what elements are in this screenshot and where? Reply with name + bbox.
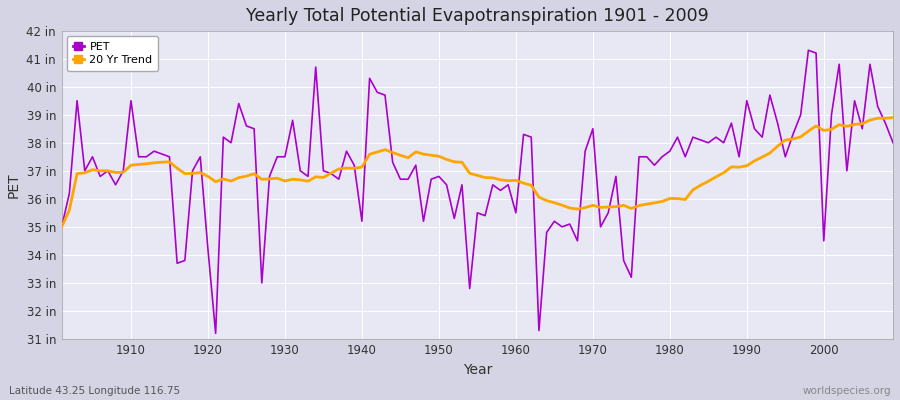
Title: Yearly Total Potential Evapotranspiration 1901 - 2009: Yearly Total Potential Evapotranspiratio… — [246, 7, 708, 25]
Text: worldspecies.org: worldspecies.org — [803, 386, 891, 396]
Legend: PET, 20 Yr Trend: PET, 20 Yr Trend — [68, 36, 158, 71]
Text: Latitude 43.25 Longitude 116.75: Latitude 43.25 Longitude 116.75 — [9, 386, 180, 396]
Y-axis label: PET: PET — [7, 172, 21, 198]
X-axis label: Year: Year — [463, 363, 492, 377]
